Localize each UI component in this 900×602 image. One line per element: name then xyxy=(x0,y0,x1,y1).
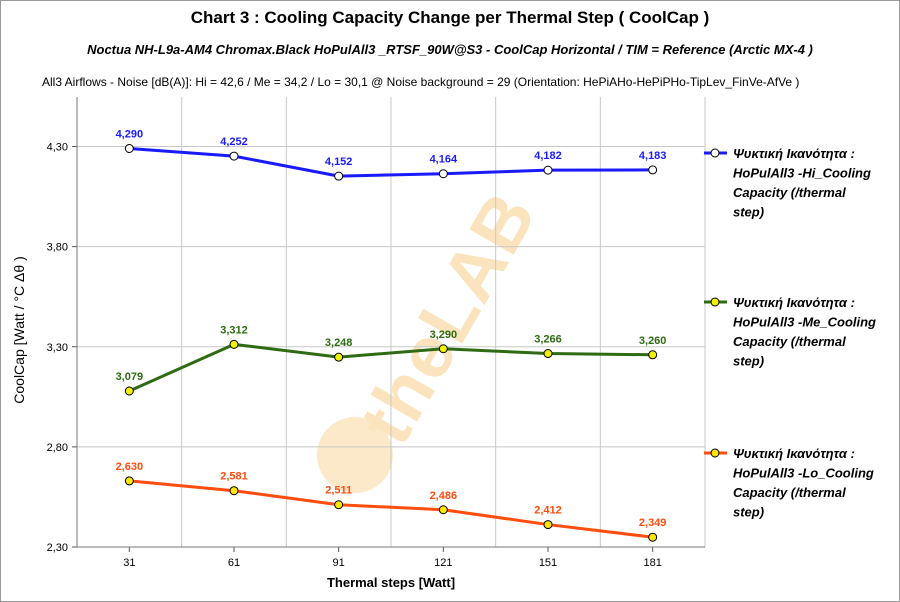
legend-marker-0 xyxy=(710,148,720,158)
legend-label-line: Ψυκτική Ικανότητα : xyxy=(733,146,855,161)
series-line-0 xyxy=(129,147,653,178)
data-point xyxy=(648,165,658,175)
y-axis-label: CoolCap [Watt / °C Δθ ) xyxy=(11,256,27,403)
watermark-logo-circle xyxy=(317,417,393,493)
data-point xyxy=(543,165,553,175)
data-point xyxy=(438,344,448,354)
data-point xyxy=(648,532,658,542)
legend-label-line: Capacity (/thermal xyxy=(733,185,846,200)
legend-label-line: step) xyxy=(733,354,764,369)
data-label: 3,290 xyxy=(430,329,458,341)
legend-label-line: Ψυκτική Ικανότητα : xyxy=(733,446,855,461)
data-point xyxy=(438,169,448,179)
data-label: 3,312 xyxy=(220,324,248,336)
chart-title: Chart 3 : Cooling Capacity Change per Th… xyxy=(190,8,710,27)
legend-marker-1 xyxy=(710,297,720,307)
data-label: 4,183 xyxy=(639,150,667,162)
x-tick-label: 61 xyxy=(228,557,240,569)
x-tick-label: 31 xyxy=(123,557,135,569)
x-tick-label: 121 xyxy=(434,557,452,569)
data-point xyxy=(124,386,134,396)
x-tick-label: 181 xyxy=(643,557,661,569)
data-label: 2,581 xyxy=(220,471,248,483)
data-point xyxy=(334,500,344,510)
data-label: 2,630 xyxy=(116,461,144,473)
data-point xyxy=(543,349,553,359)
legend-label-line: Capacity (/thermal xyxy=(733,485,846,500)
data-label: 4,290 xyxy=(116,129,144,141)
data-point xyxy=(334,171,344,181)
chart-subtitle: Noctua NH-L9a-AM4 Chromax.Black HoPulAll… xyxy=(87,42,813,57)
series: 4,290 4,252 4,152 4,164 4,182 4,183 3,079 3,312… xyxy=(116,129,667,542)
series-line-1 xyxy=(128,342,653,393)
watermark-text: theLAB xyxy=(343,177,552,457)
data-point xyxy=(124,476,134,486)
data-label: 2,349 xyxy=(639,517,667,529)
data-label: 3,248 xyxy=(325,337,353,349)
legend-label-line: step) xyxy=(733,505,764,520)
data-point xyxy=(229,486,239,496)
data-point xyxy=(648,350,658,360)
data-label: 3,260 xyxy=(639,335,667,347)
legend-label-line: step) xyxy=(733,205,764,220)
legend-label-line: Capacity (/thermal xyxy=(733,334,846,349)
y-tick-label: 4,30 xyxy=(47,142,68,154)
legend: Ψυκτική Ικανότητα : HoPulAll3 -Hi_Cooling… xyxy=(704,146,876,520)
data-label: 3,079 xyxy=(116,371,144,383)
data-label: 3,266 xyxy=(534,334,562,346)
data-point xyxy=(438,505,448,515)
data-label: 4,152 xyxy=(325,156,353,168)
data-point xyxy=(543,520,553,530)
x-tick-label: 151 xyxy=(539,557,557,569)
data-label: 2,486 xyxy=(430,490,458,502)
data-label: 4,252 xyxy=(220,136,248,148)
data-point xyxy=(229,339,239,349)
data-label: 4,182 xyxy=(534,150,562,162)
series-line-2 xyxy=(129,479,653,539)
data-point xyxy=(334,352,344,362)
data-label: 4,164 xyxy=(430,154,458,166)
y-tick-label: 2,30 xyxy=(47,542,68,554)
legend-marker-2 xyxy=(710,448,720,458)
legend-label-line: HoPulAll3 -Hi_Cooling xyxy=(733,166,871,181)
y-tick-label: 3,80 xyxy=(47,242,68,254)
legend-label-line: HoPulAll3 -Lo_Cooling xyxy=(733,466,874,481)
x-tick-label: 91 xyxy=(333,557,345,569)
grid xyxy=(76,97,706,548)
y-tick-label: 3,30 xyxy=(47,342,68,354)
data-point xyxy=(124,144,134,154)
data-label: 2,511 xyxy=(325,485,352,497)
legend-label-line: Ψυκτική Ικανότητα : xyxy=(733,295,855,310)
chart-noise-info: All3 Airflows - Noise [dB(A)]: Hi = 42,6… xyxy=(42,75,800,89)
data-point xyxy=(229,151,239,161)
x-axis-label: Thermal steps [Watt] xyxy=(327,575,455,590)
data-label: 2,412 xyxy=(534,505,562,517)
legend-label-line: HoPulAll3 -Me_Cooling xyxy=(733,315,876,330)
y-tick-label: 2,80 xyxy=(47,442,68,454)
axes: 2,30 2,80 3,30 3,80 4,30 31 61 91 121 151 181 Therm… xyxy=(11,97,705,590)
